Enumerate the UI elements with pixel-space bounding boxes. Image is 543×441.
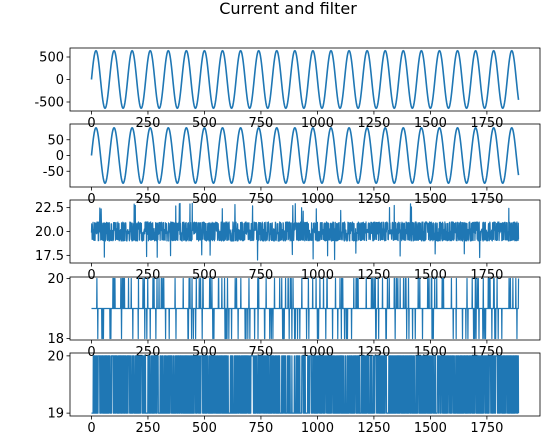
subplot-2-xtick-label: 1750 — [470, 192, 503, 207]
subplot-1-xtick-label: 1750 — [470, 116, 503, 131]
subplot-1-series-line — [90, 49, 520, 110]
subplot-3-xtick-label: 0 — [87, 268, 95, 283]
subplot-5-xtick-label: 500 — [192, 421, 217, 436]
subplot-5-ytick-label: 20 — [47, 349, 64, 364]
subplot-4-frame — [69, 276, 541, 341]
subplot-5-frame — [69, 352, 541, 417]
figure-title: Current and filter — [219, 0, 357, 18]
subplot-5-xtick-label: 1000 — [301, 421, 334, 436]
subplot-1-xtick-label: 1500 — [414, 116, 447, 131]
subplot-1-xtick-label: 750 — [249, 116, 274, 131]
subplot-5-series-line — [91, 355, 520, 414]
subplot-2-xtick-label: 500 — [192, 192, 217, 207]
subplot-5-xtick-label: 1500 — [414, 421, 447, 436]
subplot-2-xtick-label: 1250 — [357, 192, 390, 207]
subplot-4-ytick-label: 18 — [47, 332, 64, 347]
subplot-2-xtick-label: 1500 — [414, 192, 447, 207]
subplot-2-ytick-label: 50 — [47, 133, 64, 148]
subplot-5-ytick-label: 19 — [47, 407, 64, 422]
subplot-4-ytick-label: 20 — [47, 272, 64, 287]
subplot-1-ytick-label: 500 — [39, 51, 64, 66]
subplot-3-xtick-label: 1500 — [414, 268, 447, 283]
subplot-1-xtick-label: 0 — [87, 116, 95, 131]
subplot-1-ytick-label: -500 — [34, 96, 64, 111]
subplot-5-xtick-label: 1250 — [357, 421, 390, 436]
subplot-1-xtick-label: 250 — [136, 116, 161, 131]
subplot-3-xtick-label: 1000 — [301, 268, 334, 283]
subplot-3-ytick-label: 17.5 — [35, 249, 64, 264]
subplot-2-ytick-label: 0 — [56, 149, 64, 164]
subplot-5-xtick-label: 1750 — [470, 421, 503, 436]
subplot-1: 0 250 500 750 1000 1250 1500 1750 500 0 -500 — [34, 47, 541, 131]
subplot-5-xtick-label: 750 — [249, 421, 274, 436]
subplot-4-series-line — [91, 277, 520, 340]
subplot-2-xtick-label: 0 — [87, 192, 95, 207]
subplot-1-xtick-label: 1250 — [357, 116, 390, 131]
subplot-1-xtick-label: 1000 — [301, 116, 334, 131]
subplot-5-xtick-label: 0 — [87, 421, 95, 436]
subplot-5: 0 250 500 750 1000 1250 1500 1750 20 19 — [47, 349, 541, 436]
subplot-2-xtick-label: 750 — [249, 192, 274, 207]
subplot-2-ytick-label: -50 — [43, 165, 64, 180]
subplot-5-xtick-label: 250 — [136, 421, 161, 436]
subplot-3-series-line — [90, 202, 520, 261]
subplot-2-series-line — [90, 126, 520, 185]
subplot-2-xtick-label: 250 — [136, 192, 161, 207]
subplot-3-xtick-label: 750 — [249, 268, 274, 283]
subplot-4-xtick-label: 0 — [87, 345, 95, 360]
subplot-3-ytick-label: 22.5 — [35, 201, 64, 216]
subplot-3-ytick-label: 20.0 — [35, 225, 64, 240]
subplot-1-ytick-label: 0 — [56, 73, 64, 88]
subplot-1-xtick-label: 500 — [192, 116, 217, 131]
subplot-2-xtick-label: 1000 — [301, 192, 334, 207]
